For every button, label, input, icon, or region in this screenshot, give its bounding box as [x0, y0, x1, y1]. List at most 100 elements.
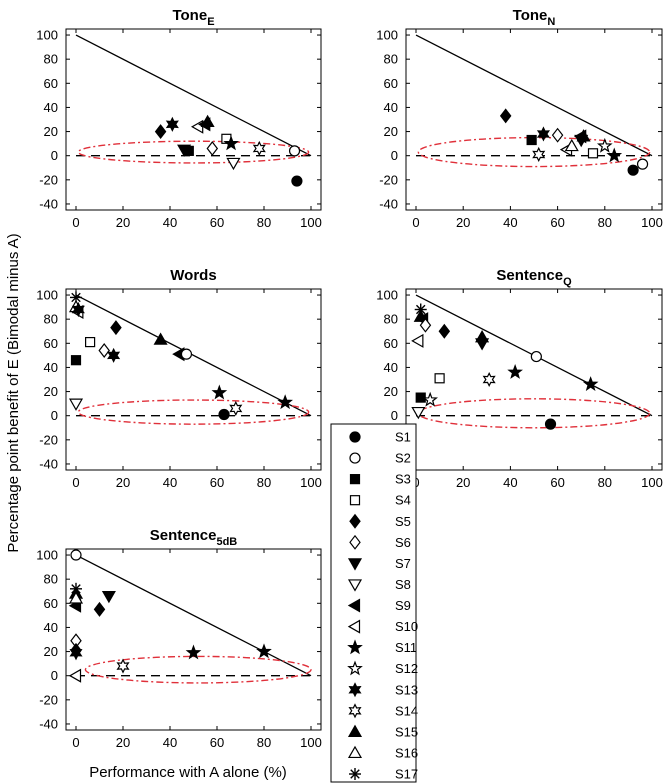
x-tick-label: 20	[116, 735, 130, 750]
y-tick-label: 0	[51, 408, 58, 423]
data-point-s13	[71, 301, 85, 318]
data-point-s5	[499, 108, 512, 124]
legend-label-s11: S11	[395, 640, 417, 655]
legend-marker-s9	[347, 598, 361, 613]
panel-title-sub: 5dB	[216, 536, 237, 548]
panel-4: -40-20020406080100020406080100SentenceQ	[376, 267, 663, 490]
legend-label-s5: S5	[395, 514, 411, 529]
x-tick-label: 40	[503, 215, 517, 230]
axes-frame	[65, 28, 322, 211]
data-point-s14	[482, 371, 496, 388]
data-point-s11	[223, 135, 239, 151]
legend-label-s3: S3	[395, 472, 411, 487]
data-point-s8	[68, 398, 84, 411]
x-tick-label: 20	[116, 475, 130, 490]
data-point-s11	[277, 394, 293, 410]
data-point-s17-stroke	[71, 292, 81, 303]
data-point-s13	[69, 645, 83, 661]
y-tick-label: 40	[384, 360, 398, 375]
y-tick-label: 20	[44, 644, 58, 659]
y-tick-label: -40	[39, 716, 58, 731]
data-point-s8	[226, 157, 241, 171]
x-tick-label: 80	[598, 475, 612, 490]
legend: S1 S2 S3 S4 S5 S6 S7 S8 S9 S10 S11 S12 S13 S14 S15 S16 S…	[330, 423, 418, 783]
legend-label-s9: S9	[395, 598, 411, 613]
panel-title-main: Tone	[172, 7, 207, 24]
axes-frame	[405, 28, 663, 211]
noise-ellipse	[77, 140, 310, 164]
data-point-s6	[551, 127, 564, 143]
x-tick-label: 80	[598, 215, 612, 230]
y-tick-label: 0	[51, 148, 58, 163]
x-tick-label: 60	[550, 215, 564, 230]
panel-title-sub: Q	[563, 276, 572, 288]
noise-ellipse	[417, 136, 651, 168]
legend-label-s4: S4	[395, 493, 411, 508]
y-tick-label: 60	[44, 76, 58, 91]
y-tick-label: 20	[44, 384, 58, 399]
x-tick-label: 80	[257, 735, 271, 750]
axes-frame	[405, 288, 663, 471]
panel-title: Words	[170, 267, 216, 284]
legend-label-s14: S14	[395, 703, 418, 718]
legend-marker-s17-stroke	[350, 769, 360, 779]
x-tick-label: 0	[72, 735, 79, 750]
data-point-s11	[507, 364, 523, 379]
data-point-s13	[165, 116, 179, 132]
legend-label-s17: S17	[395, 767, 418, 782]
x-tick-label: 80	[257, 215, 271, 230]
data-point-s16	[68, 591, 84, 604]
data-point-s12	[596, 137, 613, 153]
y-tick-label: 60	[44, 336, 58, 351]
legend-label-s8: S8	[395, 577, 411, 592]
data-point-s4	[84, 336, 96, 348]
y-tick-label: 40	[44, 620, 58, 635]
x-tick-label: 0	[412, 215, 419, 230]
y-tick-label: 80	[44, 572, 58, 587]
y-tick-label: 0	[51, 668, 58, 683]
legend-marker-s13	[348, 682, 362, 698]
y-tick-label: 0	[391, 408, 398, 423]
panel-title-main: Tone	[513, 7, 548, 24]
y-tick-label: 20	[44, 124, 58, 139]
legend-box	[330, 423, 417, 783]
data-point-s15	[200, 114, 215, 128]
axes-frame	[65, 288, 322, 471]
x-tick-label: 40	[163, 215, 177, 230]
x-tick-label: 20	[456, 215, 470, 230]
y-tick-label: -40	[39, 456, 58, 471]
data-point-s3	[70, 355, 82, 366]
legend-marker-s6	[349, 534, 361, 550]
y-tick-label: 100	[36, 288, 58, 303]
legend-marker-s2	[349, 452, 361, 464]
data-point-s11	[211, 384, 228, 400]
x-tick-label: 0	[72, 475, 79, 490]
data-point-s2	[288, 145, 301, 157]
panel-5: -40 -20 0 20 40 60 80 100 0 20 40 60 80 100 Sentence5d…	[36, 527, 322, 750]
legend-label-s15: S15	[395, 724, 418, 739]
data-point-s1	[218, 408, 230, 421]
data-point-s6	[98, 343, 110, 359]
data-point-s7	[177, 144, 192, 157]
y-tick-label: -20	[39, 692, 58, 707]
y-tick-label: 60	[384, 76, 398, 91]
x-tick-label: 100	[300, 215, 322, 230]
panel-title: ToneE	[172, 7, 214, 28]
x-tick-label: 100	[641, 215, 663, 230]
data-point-s10	[411, 333, 424, 348]
panel-title-main: Sentence	[150, 527, 217, 544]
panel-2: -40 -20 0 20 40 60 80 100 0 20 40 60 80 100 ToneN	[376, 7, 663, 230]
legend-label-s1: S1	[395, 430, 411, 445]
panel-1: -40 -20 0 20 40 60 80 100 0 20 40 60 80 100 ToneE	[36, 7, 322, 230]
data-point-s4	[587, 148, 599, 159]
data-point-s7	[101, 590, 116, 604]
y-tick-label: 0	[391, 148, 398, 163]
legend-marker-s16	[347, 745, 363, 759]
data-point-s15	[153, 332, 168, 345]
panel-title: SentenceQ	[496, 267, 572, 288]
data-point-s11	[256, 643, 272, 659]
reference-line	[415, 34, 653, 157]
y-tick-label: 80	[44, 52, 58, 67]
data-point-s11	[185, 644, 202, 660]
x-tick-label: 40	[163, 475, 177, 490]
